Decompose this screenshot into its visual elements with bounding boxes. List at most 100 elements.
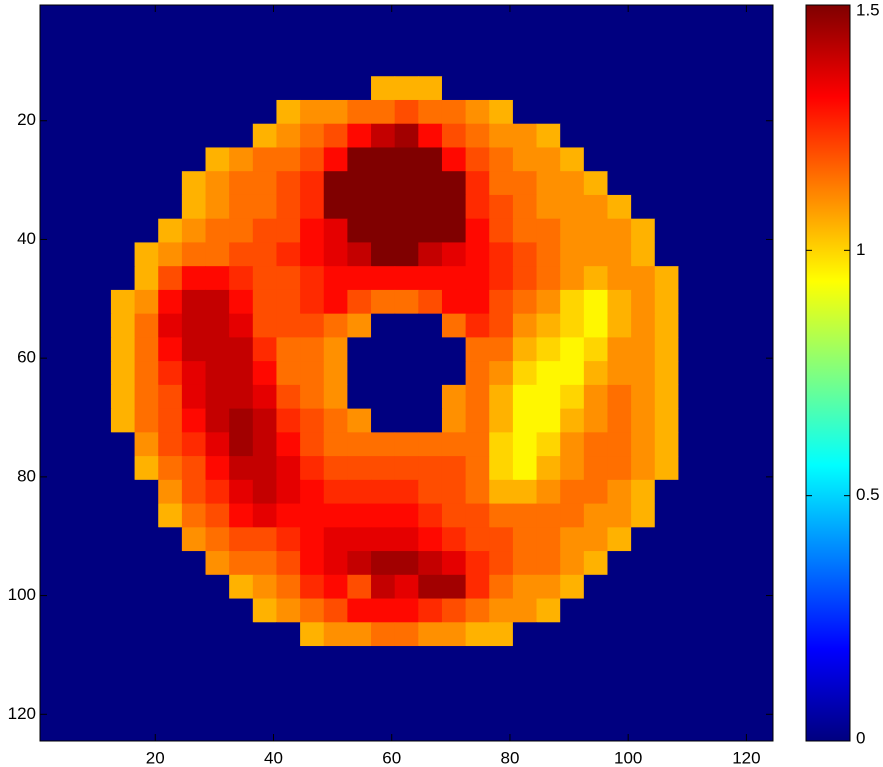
heatmap-cell (87, 669, 112, 695)
heatmap-cell (607, 337, 632, 362)
heatmap-cell (607, 99, 632, 125)
heatmap-cell (181, 669, 207, 695)
heatmap-cell (276, 266, 301, 291)
heatmap-cell (536, 717, 561, 741)
heatmap-cell (394, 432, 419, 457)
heatmap-cell (749, 361, 773, 386)
heatmap-cell (583, 503, 608, 528)
heatmap-cell (300, 717, 325, 741)
heatmap-cell (607, 171, 632, 196)
heatmap-cell (40, 574, 65, 600)
heatmap-cell (323, 384, 348, 410)
heatmap-cell (441, 622, 467, 647)
heatmap-cell (394, 361, 419, 386)
heatmap-cell (560, 598, 585, 623)
heatmap-cell (394, 242, 419, 267)
heatmap-cell (560, 646, 585, 671)
heatmap-cell (134, 52, 159, 77)
heatmap-cell (702, 622, 727, 647)
heatmap-cell (418, 551, 443, 576)
heatmap-cell (583, 527, 608, 552)
y-tick-label: 20 (17, 110, 36, 129)
heatmap-cell (110, 361, 136, 386)
heatmap-cell (205, 76, 230, 101)
heatmap-cell (583, 52, 608, 77)
heatmap-cell (134, 622, 159, 647)
heatmap-cell (300, 28, 325, 53)
heatmap-cell (725, 99, 750, 125)
heatmap-cell (229, 598, 254, 623)
heatmap-cell (465, 622, 490, 647)
heatmap-cell (465, 479, 490, 505)
heatmap-cell (583, 5, 608, 30)
heatmap-cell (40, 432, 65, 457)
heatmap-cell (371, 384, 396, 410)
heatmap-cell (418, 242, 443, 267)
heatmap-cell (654, 717, 679, 741)
heatmap-cell (512, 5, 538, 30)
heatmap-cell (583, 194, 608, 220)
heatmap-cell (371, 646, 396, 671)
heatmap-cell (512, 551, 538, 576)
heatmap-cell (110, 123, 136, 148)
heatmap-cell (371, 717, 396, 741)
heatmap-cell (583, 289, 608, 315)
heatmap-cell (347, 337, 372, 362)
heatmap-cell (394, 598, 419, 623)
heatmap-cell (394, 76, 419, 101)
heatmap-cell (110, 622, 136, 647)
heatmap-cell (300, 693, 325, 718)
heatmap-cell (441, 693, 467, 718)
heatmap-cell (465, 147, 490, 172)
heatmap-cell (87, 52, 112, 77)
heatmap-cell (607, 218, 632, 243)
heatmap-cell (323, 479, 348, 505)
heatmap-cell (536, 503, 561, 528)
heatmap-cell (347, 28, 372, 53)
heatmap-cell (607, 384, 632, 410)
heatmap-cell (371, 622, 396, 647)
heatmap-cell (512, 693, 538, 718)
heatmap-cell (205, 432, 230, 457)
heatmap-cell (418, 76, 443, 101)
heatmap-cell (702, 456, 727, 481)
heatmap-cell (347, 503, 372, 528)
heatmap-cell (40, 408, 65, 433)
heatmap-cell (371, 551, 396, 576)
heatmap-cell (63, 456, 88, 481)
heatmap-cell (583, 408, 608, 433)
heatmap-cell (465, 76, 490, 101)
heatmap-cell (702, 289, 727, 315)
heatmap-cell (394, 171, 419, 196)
heatmap-cell (631, 669, 656, 695)
heatmap-cell (607, 313, 632, 338)
heatmap-cell (229, 693, 254, 718)
heatmap-cell (252, 242, 277, 267)
heatmap-cell (300, 574, 325, 600)
heatmap-cell (205, 5, 230, 30)
heatmap-cell (631, 76, 656, 101)
heatmap-cell (702, 171, 727, 196)
heatmap-cell (536, 361, 561, 386)
heatmap-cell (749, 503, 773, 528)
heatmap-cell (465, 266, 490, 291)
heatmap-cell (441, 171, 467, 196)
heatmap-cell (276, 171, 301, 196)
heatmap-cell (678, 408, 703, 433)
heatmap-cell (110, 479, 136, 505)
heatmap-cell (465, 598, 490, 623)
heatmap-cell (512, 194, 538, 220)
heatmap-cell (87, 218, 112, 243)
heatmap-cell (134, 194, 159, 220)
heatmap-cell (512, 479, 538, 505)
heatmap-cell (205, 266, 230, 291)
heatmap-cell (40, 622, 65, 647)
heatmap-cell (441, 147, 467, 172)
heatmap-cell (276, 622, 301, 647)
heatmap-cell (465, 313, 490, 338)
heatmap-cell (583, 171, 608, 196)
heatmap-cell (276, 218, 301, 243)
heatmap-cell (323, 266, 348, 291)
heatmap-cell (371, 242, 396, 267)
heatmap-cell (205, 313, 230, 338)
